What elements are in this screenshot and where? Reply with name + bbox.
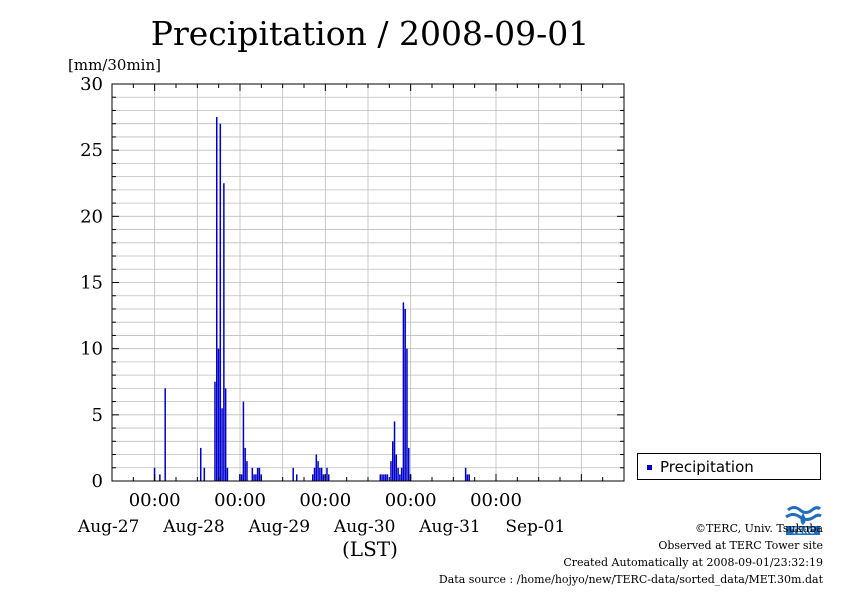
precip-bar — [328, 474, 330, 481]
precip-bar — [246, 461, 248, 481]
precip-bar — [296, 474, 298, 481]
precip-bar — [319, 467, 321, 481]
precip-bar — [312, 474, 314, 481]
precip-bar — [386, 474, 389, 481]
y-tick-label: 5 — [92, 405, 103, 426]
precip-bar — [223, 183, 225, 481]
precip-bar — [224, 388, 227, 481]
x-tick-date: Aug-29 — [248, 517, 310, 537]
precip-bar — [221, 408, 223, 481]
precip-bar — [379, 474, 382, 481]
precip-bar — [256, 467, 259, 481]
x-tick-date: Aug-28 — [162, 517, 224, 537]
precip-bar — [397, 467, 399, 481]
precip-bar — [200, 447, 202, 481]
precip-bar — [408, 447, 410, 481]
x-tick-time: 00:00 — [299, 490, 351, 511]
y-tick-label: 30 — [80, 74, 103, 95]
precip-bar — [400, 467, 403, 481]
copyright-text: ©TERC, Univ. Tsukuba — [694, 522, 823, 535]
precip-bar — [315, 454, 318, 481]
y-tick-label: 25 — [80, 140, 103, 161]
chart-title: Precipitation / 2008-09-01 — [150, 14, 590, 53]
precip-bar — [399, 474, 401, 481]
precip-bar — [402, 302, 405, 481]
precip-bar — [383, 474, 385, 481]
precip-bar — [464, 467, 467, 481]
precip-bar — [395, 454, 398, 481]
observed-text: Observed at TERC Tower site — [658, 539, 823, 552]
precip-bar — [255, 474, 257, 481]
precip-bar — [159, 474, 161, 481]
precip-bar — [468, 474, 470, 481]
precip-bar — [214, 381, 216, 481]
x-tick-date: Aug-30 — [333, 517, 395, 537]
x-tick-time: 00:00 — [214, 490, 266, 511]
y-tick-label: 15 — [80, 273, 103, 294]
x-axis-label: (LST) — [342, 537, 398, 561]
precip-bar — [404, 308, 406, 481]
precip-bar — [251, 467, 254, 481]
x-tick-time: 00:00 — [470, 490, 522, 511]
precip-bar — [393, 421, 396, 481]
created-text: Created Automatically at 2008-09-01/23:3… — [563, 556, 823, 569]
precip-bar — [240, 474, 243, 481]
precip-bar — [292, 467, 294, 481]
x-tick-date: Aug-27 — [77, 517, 139, 537]
precip-bar — [253, 474, 255, 481]
precip-bar — [244, 447, 246, 481]
precip-bar — [219, 123, 222, 481]
precip-bar — [258, 467, 261, 481]
precip-bar — [381, 474, 383, 481]
precip-bar — [326, 467, 328, 481]
logo-text: TERC — [792, 527, 815, 536]
precip-bar — [242, 401, 245, 481]
precip-bar — [384, 474, 387, 481]
legend-swatch — [647, 465, 652, 470]
y-axis-label: [mm/30min] — [68, 56, 161, 74]
precip-bar — [217, 348, 220, 481]
y-tick-label: 20 — [80, 206, 103, 227]
y-tick-label: 0 — [92, 471, 103, 492]
precip-bar — [203, 467, 206, 481]
precip-bar — [466, 474, 469, 481]
x-tick-date: Sep-01 — [505, 517, 565, 537]
precip-bar — [317, 461, 319, 481]
precip-bar — [322, 474, 325, 481]
precip-bar — [216, 117, 218, 481]
precip-bar — [406, 348, 408, 481]
precip-bar — [226, 467, 229, 481]
precip-bar — [164, 388, 166, 481]
terc-logo: TERC — [784, 504, 822, 536]
data-source-text: Data source : /home/hojyo/new/TERC-data/… — [438, 573, 823, 586]
y-tick-label: 10 — [80, 339, 103, 360]
x-tick-time: 00:00 — [385, 490, 437, 511]
precip-bar — [313, 467, 316, 481]
precip-bar — [320, 467, 323, 481]
x-tick-date: Aug-31 — [418, 517, 480, 537]
x-tick-time: 00:00 — [129, 490, 181, 511]
legend: Precipitation — [637, 453, 821, 480]
legend-label: Precipitation — [660, 458, 754, 476]
precip-bar — [390, 461, 392, 481]
precip-bar — [392, 441, 394, 481]
